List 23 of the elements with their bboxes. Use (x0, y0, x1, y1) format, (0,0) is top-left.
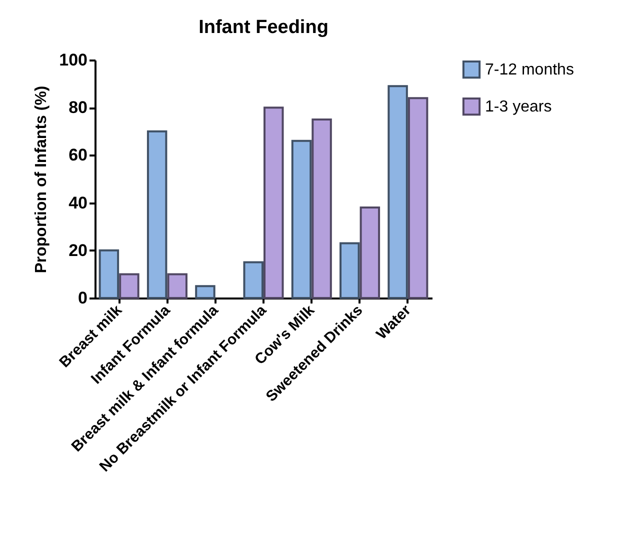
y-tick-label: 20 (68, 240, 88, 260)
bar (312, 118, 332, 299)
bar (340, 242, 360, 299)
y-tick-label: 60 (68, 146, 88, 165)
y-tick-label: 40 (68, 193, 88, 212)
bar (291, 140, 312, 299)
bar (167, 273, 188, 299)
bar (388, 85, 408, 299)
bar (243, 261, 264, 299)
y-axis-title: Proportion of Infants (%) (33, 86, 50, 274)
bar (360, 206, 380, 299)
bar (195, 285, 216, 299)
chart-title: Infant Feeding (198, 17, 328, 38)
bar (98, 249, 120, 299)
y-tick-label: 80 (68, 98, 88, 118)
bar (119, 273, 140, 299)
bar (146, 130, 168, 299)
legend-label: 1-3 years (485, 98, 552, 116)
legend-label: 7-12 months (485, 62, 574, 78)
bar (408, 97, 428, 299)
y-tick-label: 100 (59, 50, 88, 70)
y-tick-label: 0 (78, 288, 88, 308)
bar (264, 106, 284, 299)
